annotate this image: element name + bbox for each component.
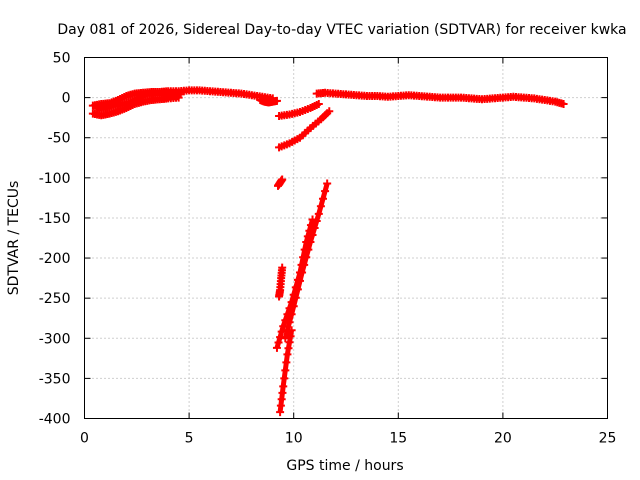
data-point xyxy=(279,382,288,391)
data-point xyxy=(176,90,185,99)
data-point xyxy=(278,263,287,272)
data-point xyxy=(282,358,291,367)
data-point xyxy=(314,209,323,218)
data-point xyxy=(293,285,302,294)
axis-ticks xyxy=(84,57,608,419)
y-tick-label: -150 xyxy=(39,211,71,227)
series-track-e xyxy=(275,100,323,121)
data-point xyxy=(310,223,319,232)
data-point xyxy=(314,100,323,109)
data-point xyxy=(316,202,325,211)
data-point xyxy=(325,107,334,116)
chart-title: Day 081 of 2026, Sidereal Day-to-day VTE… xyxy=(57,22,626,38)
data-point xyxy=(321,187,330,196)
data-point xyxy=(289,302,298,311)
y-axis-label: SDTVAR / TECUs xyxy=(6,181,22,296)
data-point xyxy=(308,230,317,239)
series-track-d xyxy=(256,96,281,107)
series-track-g xyxy=(274,175,287,190)
y-tick-label: -400 xyxy=(39,412,71,428)
data-point xyxy=(306,238,315,247)
data-point xyxy=(272,343,281,352)
x-tick-label: 20 xyxy=(494,431,512,447)
data-point xyxy=(298,268,307,277)
data-point xyxy=(287,310,296,319)
data-point xyxy=(276,333,285,342)
data-point xyxy=(285,338,294,347)
data-point xyxy=(312,216,321,225)
x-tick-label: 0 xyxy=(80,431,89,447)
data-point xyxy=(283,326,292,335)
series-track-l xyxy=(312,88,568,109)
data-points xyxy=(88,86,568,417)
series-track-c xyxy=(93,89,185,113)
series-track-f xyxy=(275,107,334,152)
data-point xyxy=(278,175,287,184)
x-tick-label: 5 xyxy=(185,431,194,447)
x-tick-label: 10 xyxy=(285,431,303,447)
y-tick-label: -50 xyxy=(48,131,71,147)
data-point xyxy=(281,334,290,343)
data-point xyxy=(304,245,313,254)
y-tick-label: 50 xyxy=(53,51,71,67)
data-point xyxy=(300,260,309,269)
y-tick-label: -200 xyxy=(39,251,71,267)
data-point xyxy=(284,344,293,353)
data-point xyxy=(295,276,304,285)
x-axis-label: GPS time / hours xyxy=(286,458,403,474)
data-point xyxy=(277,327,286,336)
series-track-k xyxy=(281,179,332,343)
y-tick-label: -350 xyxy=(39,371,71,387)
series-track-j xyxy=(276,326,296,417)
data-point xyxy=(559,100,568,109)
y-tick-label: 0 xyxy=(62,91,71,107)
tick-labels: 0 5 10 15 20 25 50 0 -50 -100 -150 -200 -250 -300 -350… xyxy=(39,51,617,447)
series-track-h xyxy=(275,263,287,301)
data-point xyxy=(272,96,281,105)
data-point xyxy=(274,338,283,347)
plot-frame xyxy=(84,57,608,419)
data-point xyxy=(323,179,332,188)
y-tick-label: -100 xyxy=(39,171,71,187)
x-tick-label: 15 xyxy=(389,431,407,447)
data-point xyxy=(291,293,300,302)
data-point xyxy=(283,350,292,359)
data-point xyxy=(280,374,289,383)
data-point xyxy=(285,318,294,327)
y-tick-label: -300 xyxy=(39,331,71,347)
data-point xyxy=(281,366,290,375)
grid xyxy=(84,57,608,419)
y-tick-label: -250 xyxy=(39,291,71,307)
data-point xyxy=(318,194,327,203)
x-tick-label: 25 xyxy=(599,431,617,447)
data-point xyxy=(302,253,311,262)
